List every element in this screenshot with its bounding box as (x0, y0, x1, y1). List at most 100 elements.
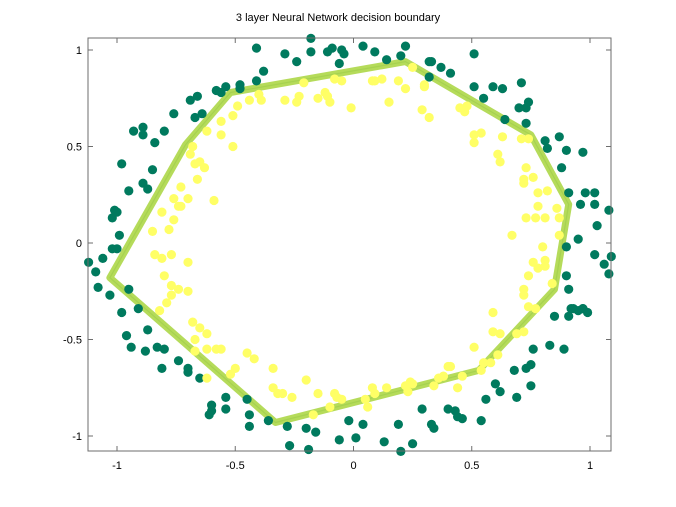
data-point (514, 103, 524, 113)
data-point (580, 188, 590, 198)
data-point (216, 344, 226, 354)
data-point (564, 284, 574, 294)
data-point (462, 101, 472, 111)
data-point (143, 325, 153, 335)
data-point (199, 163, 210, 173)
data-point (384, 97, 394, 107)
data-point (192, 174, 202, 184)
data-point (202, 126, 212, 136)
data-point (294, 91, 304, 101)
data-point (183, 194, 193, 204)
data-point (304, 444, 314, 455)
data-point (382, 55, 392, 65)
data-point (403, 387, 413, 397)
data-point (138, 130, 148, 140)
data-point (512, 392, 522, 402)
data-point (301, 423, 311, 433)
data-point (542, 143, 553, 153)
data-point (604, 269, 614, 279)
data-point (301, 375, 311, 385)
data-point (564, 188, 574, 198)
data-point (396, 51, 406, 61)
data-point (488, 327, 498, 337)
data-point (476, 416, 486, 426)
data-point (176, 201, 186, 211)
data-point (486, 358, 496, 368)
data-point (379, 437, 389, 447)
data-point (280, 49, 290, 59)
data-point (308, 410, 318, 420)
data-point (417, 404, 427, 414)
data-point (166, 290, 176, 300)
data-point (509, 365, 519, 375)
data-point (453, 383, 463, 393)
data-point (133, 304, 143, 314)
data-point (552, 203, 562, 213)
data-point (419, 80, 429, 90)
data-point (157, 253, 167, 263)
data-point (516, 134, 527, 144)
data-point (590, 250, 600, 260)
data-point (278, 388, 288, 399)
data-point (523, 97, 534, 107)
data-point (549, 311, 560, 321)
data-point (242, 394, 252, 404)
data-point (426, 57, 437, 67)
data-point (360, 394, 370, 404)
data-point (183, 286, 193, 296)
data-point (185, 95, 195, 105)
data-point (202, 373, 212, 383)
data-point (173, 284, 184, 294)
data-point (377, 74, 387, 84)
data-point (370, 47, 380, 57)
data-point (531, 213, 541, 223)
data-point (159, 271, 169, 281)
data-point (91, 267, 101, 277)
data-point (583, 307, 593, 318)
series-outer-class (84, 33, 616, 456)
data-point (202, 344, 212, 354)
data-point (209, 195, 219, 206)
data-point (573, 234, 583, 244)
data-point (370, 76, 380, 86)
data-point (157, 207, 167, 217)
data-point (188, 317, 198, 327)
data-point (382, 383, 392, 393)
data-point (363, 402, 373, 412)
data-point (358, 41, 368, 51)
chart-title: 3 layer Neural Network decision boundary (235, 12, 441, 24)
data-point (479, 93, 489, 103)
data-point (521, 118, 531, 128)
data-point (183, 363, 193, 373)
y-tick-label: -1 (72, 431, 82, 443)
data-point (557, 163, 567, 173)
data-point (443, 404, 453, 414)
data-point (325, 97, 335, 107)
data-point (519, 327, 529, 337)
data-point (476, 365, 486, 375)
data-point (216, 116, 226, 126)
data-point (325, 402, 335, 412)
data-point (479, 358, 489, 368)
data-point (93, 282, 103, 292)
data-point (358, 419, 368, 429)
data-point (445, 361, 456, 372)
data-point (176, 182, 186, 192)
data-point (105, 290, 115, 300)
data-point (346, 103, 356, 113)
data-point (519, 290, 529, 300)
data-point (516, 78, 527, 88)
data-point (559, 344, 569, 354)
data-point (124, 186, 134, 196)
data-point (126, 342, 136, 352)
data-point (528, 344, 538, 354)
data-point (521, 163, 531, 173)
data-point (251, 76, 262, 86)
data-point (197, 109, 207, 119)
x-tick-label: 0 (350, 460, 356, 472)
data-point (98, 253, 108, 263)
data-point (578, 147, 588, 157)
data-point (370, 388, 380, 399)
data-point (344, 416, 354, 426)
data-point (117, 307, 127, 318)
